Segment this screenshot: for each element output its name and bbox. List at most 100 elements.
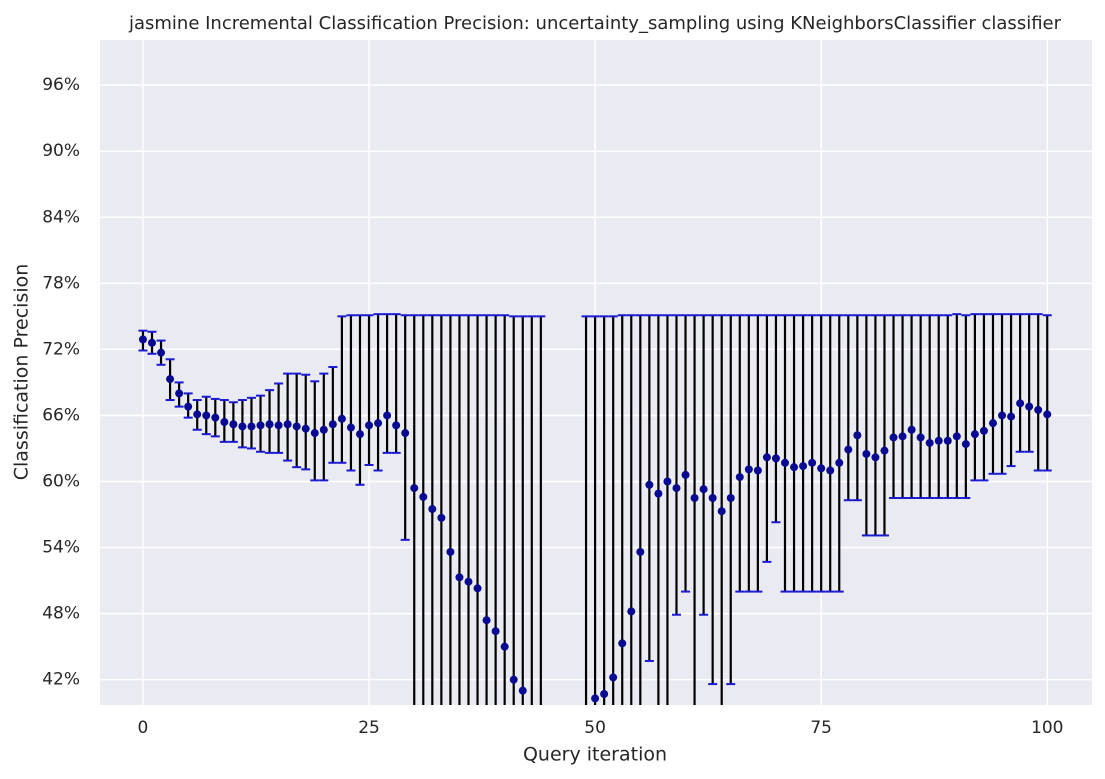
data-point bbox=[961, 440, 970, 449]
data-point bbox=[735, 473, 744, 482]
data-point bbox=[166, 375, 175, 384]
data-point bbox=[844, 445, 853, 454]
data-point bbox=[1007, 412, 1016, 421]
data-point bbox=[717, 507, 726, 516]
data-point bbox=[283, 420, 292, 429]
data-point bbox=[862, 449, 871, 458]
data-point bbox=[464, 577, 473, 586]
data-point bbox=[482, 616, 491, 625]
data-point bbox=[328, 420, 337, 429]
data-point bbox=[744, 465, 753, 474]
data-point bbox=[193, 410, 202, 419]
data-point bbox=[726, 494, 735, 503]
data-point bbox=[817, 464, 826, 473]
data-point bbox=[437, 513, 446, 522]
data-point bbox=[654, 489, 663, 498]
y-tick-label: 78% bbox=[42, 273, 80, 293]
data-point bbox=[708, 494, 717, 503]
data-point bbox=[934, 436, 943, 445]
data-point bbox=[780, 458, 789, 467]
data-point bbox=[907, 425, 916, 434]
data-point bbox=[202, 411, 211, 420]
data-point bbox=[274, 421, 283, 430]
y-tick-label: 48% bbox=[42, 604, 80, 624]
x-axis-label: Query iteration bbox=[523, 744, 667, 766]
data-point bbox=[401, 429, 410, 438]
data-point bbox=[762, 453, 771, 462]
y-tick-label: 66% bbox=[42, 405, 80, 425]
data-point bbox=[292, 422, 301, 431]
data-point bbox=[157, 348, 166, 357]
y-tick-label: 90% bbox=[42, 141, 80, 161]
data-point bbox=[455, 573, 464, 582]
data-point bbox=[753, 466, 762, 475]
data-point bbox=[518, 686, 527, 695]
data-point bbox=[853, 431, 862, 440]
data-point bbox=[808, 458, 817, 467]
data-point bbox=[952, 432, 961, 441]
data-point bbox=[1025, 402, 1034, 411]
data-point bbox=[943, 436, 952, 445]
data-point bbox=[1043, 410, 1052, 419]
data-point bbox=[473, 584, 482, 593]
data-point bbox=[184, 402, 193, 411]
data-point bbox=[998, 411, 1007, 420]
data-point bbox=[871, 453, 880, 462]
data-point bbox=[419, 492, 428, 501]
data-point bbox=[175, 389, 184, 398]
data-point bbox=[799, 462, 808, 471]
data-point bbox=[663, 477, 672, 486]
data-point bbox=[229, 420, 238, 429]
data-point bbox=[301, 424, 310, 433]
data-point bbox=[681, 470, 690, 479]
data-point bbox=[500, 642, 509, 651]
x-tick-label: 100 bbox=[1031, 718, 1063, 738]
data-point bbox=[319, 425, 328, 434]
data-point bbox=[509, 675, 518, 684]
data-point bbox=[627, 607, 636, 616]
x-tick-label: 25 bbox=[358, 718, 380, 738]
y-tick-label: 42% bbox=[42, 670, 80, 690]
data-point bbox=[310, 429, 319, 438]
data-point bbox=[446, 547, 455, 556]
data-point bbox=[645, 480, 654, 489]
y-tick-label: 54% bbox=[42, 538, 80, 558]
data-point bbox=[690, 494, 699, 503]
data-point bbox=[835, 458, 844, 467]
data-point bbox=[582, 709, 590, 717]
data-point bbox=[392, 421, 401, 430]
data-point bbox=[365, 421, 374, 430]
data-point bbox=[889, 433, 898, 442]
data-point bbox=[211, 413, 220, 422]
chart-title: jasmine Incremental Classification Preci… bbox=[128, 13, 1062, 34]
y-tick-label: 84% bbox=[42, 207, 80, 227]
data-point bbox=[220, 418, 229, 427]
y-axis-label: Classification Precision bbox=[11, 264, 33, 481]
data-point bbox=[383, 411, 392, 420]
data-point bbox=[979, 426, 988, 435]
data-point bbox=[238, 422, 247, 431]
data-point bbox=[265, 420, 274, 429]
data-point bbox=[672, 484, 681, 493]
data-point bbox=[410, 484, 419, 493]
data-point bbox=[147, 338, 156, 347]
y-tick-label: 60% bbox=[42, 471, 80, 491]
data-point bbox=[790, 463, 799, 472]
data-point bbox=[346, 423, 355, 432]
data-point bbox=[636, 547, 645, 556]
data-point bbox=[970, 430, 979, 439]
data-point bbox=[880, 446, 889, 455]
data-point bbox=[600, 689, 609, 698]
data-point bbox=[247, 422, 256, 431]
y-tick-label: 96% bbox=[42, 75, 80, 95]
data-point bbox=[591, 694, 600, 703]
data-point bbox=[826, 466, 835, 475]
data-point bbox=[428, 505, 437, 514]
data-point bbox=[1016, 399, 1025, 408]
data-point bbox=[491, 627, 500, 636]
data-point bbox=[528, 714, 536, 722]
data-point bbox=[609, 673, 618, 682]
data-point bbox=[925, 438, 934, 447]
y-tick-label: 72% bbox=[42, 339, 80, 359]
